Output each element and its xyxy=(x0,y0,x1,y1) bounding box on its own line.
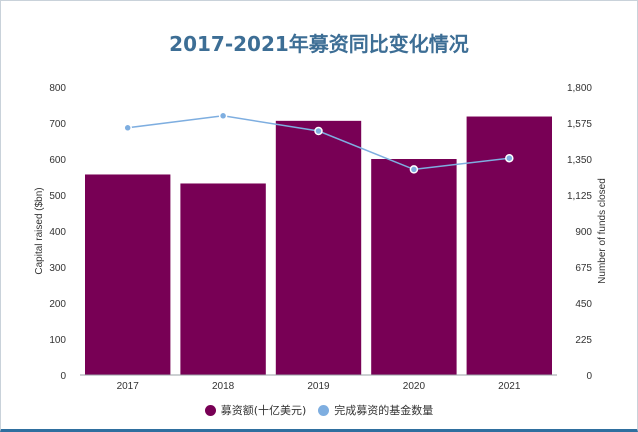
y-tick-left: 600 xyxy=(49,155,66,166)
line-point xyxy=(218,111,228,121)
bar xyxy=(275,120,362,375)
legend-label-capital: 募资额(十亿美元) xyxy=(220,404,307,417)
x-tick-label: 2018 xyxy=(212,381,235,392)
y-tick-left: 700 xyxy=(49,119,66,130)
line-points xyxy=(123,111,514,174)
y-tick-right: 450 xyxy=(575,299,592,310)
x-tick-label: 2020 xyxy=(403,381,426,392)
y-axis-label-right: Number of funds closed xyxy=(597,178,608,284)
y-tick-right: 900 xyxy=(575,227,592,238)
legend-swatch-funds xyxy=(318,404,330,416)
bar xyxy=(180,183,266,375)
y-tick-left: 200 xyxy=(49,299,66,310)
y-tick-left: 100 xyxy=(49,335,66,346)
legend: 募资额(十亿美元) 完成募资的基金数量 xyxy=(0,402,638,418)
y-tick-left: 0 xyxy=(60,371,66,382)
line-point xyxy=(123,123,132,133)
y-tick-right: 0 xyxy=(586,371,592,382)
y-tick-left: 500 xyxy=(49,191,66,202)
y-tick-left: 800 xyxy=(49,83,66,94)
y-tick-left: 300 xyxy=(49,263,66,274)
y-tick-right: 1,125 xyxy=(567,191,592,202)
x-tick-label: 2017 xyxy=(117,381,140,392)
bar-series xyxy=(85,116,552,376)
y-tick-right: 1,350 xyxy=(567,155,592,166)
y-axis-label-left: Capital raised ($bn) xyxy=(34,187,45,274)
legend-item-capital[interactable]: 募资额(十亿美元) xyxy=(204,402,307,418)
x-tick-label: 2021 xyxy=(498,381,521,392)
y-tick-left: 400 xyxy=(49,227,66,238)
line-point xyxy=(314,126,323,136)
x-axis-ticks: 2017 2018 2019 2020 2021 xyxy=(117,381,521,392)
legend-item-funds[interactable]: 完成募资的基金数量 xyxy=(318,402,433,418)
y-tick-right: 675 xyxy=(575,263,592,274)
chart-title: 2017-2021年募资同比变化情况 xyxy=(169,32,469,56)
x-tick-label: 2019 xyxy=(307,381,330,392)
y-tick-right: 1,575 xyxy=(567,119,592,130)
left-axis-ticks: 0 100 200 300 400 500 600 700 800 xyxy=(49,83,66,382)
line-point xyxy=(505,153,514,163)
bar xyxy=(371,159,457,375)
right-axis-ticks: 0 225 450 675 900 1,125 1,350 1,575 1,800 xyxy=(567,83,592,382)
legend-swatch-capital xyxy=(204,404,216,416)
line-point xyxy=(409,165,419,174)
legend-label-funds: 完成募资的基金数量 xyxy=(334,404,434,417)
y-tick-right: 1,800 xyxy=(567,83,592,94)
bar xyxy=(85,174,171,375)
y-tick-right: 225 xyxy=(575,335,592,346)
